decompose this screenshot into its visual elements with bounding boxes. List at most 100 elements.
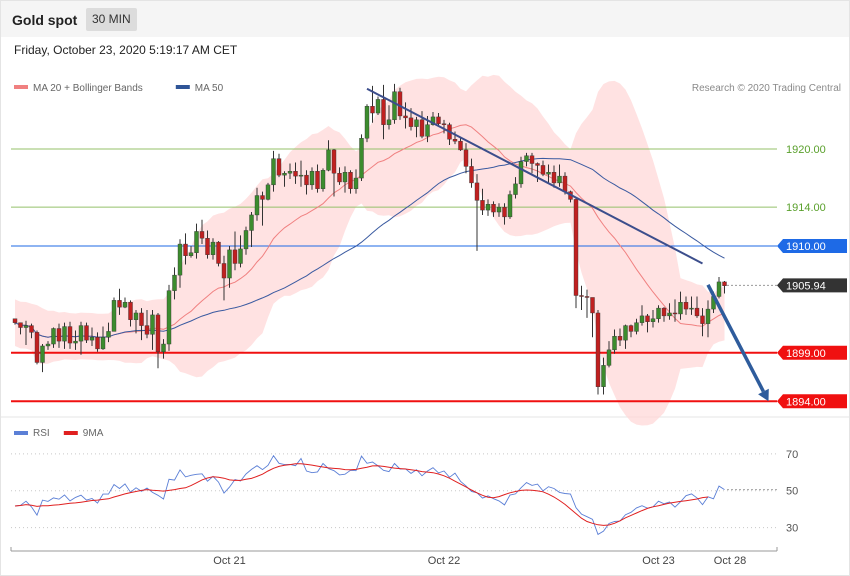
candle — [463, 143, 469, 174]
x-tick-label: Oct 23 — [642, 555, 674, 567]
candle — [606, 341, 612, 368]
rsi-legend-label: 9MA — [83, 428, 104, 439]
rsi-legend-swatch — [63, 431, 78, 435]
candle — [276, 153, 282, 178]
candle — [678, 291, 683, 320]
candle — [133, 310, 139, 334]
candle — [436, 113, 441, 127]
candle-body — [122, 302, 128, 308]
candle — [62, 322, 67, 349]
candle-body — [188, 252, 194, 256]
candle-body — [716, 281, 722, 297]
candle — [683, 296, 689, 315]
candle-body — [271, 158, 276, 186]
candle-body — [540, 165, 546, 175]
candle-body — [326, 149, 331, 171]
candle-body — [23, 325, 29, 328]
candle-body — [601, 365, 606, 387]
candle-body — [40, 345, 45, 363]
candle-body — [29, 325, 34, 333]
candle-body — [441, 123, 447, 125]
candle — [56, 323, 62, 348]
candle — [298, 160, 304, 187]
legend-label: MA 20 + Bollinger Bands — [33, 83, 143, 94]
candle — [359, 134, 364, 181]
candle — [199, 219, 205, 245]
rsi-tick-label: 30 — [786, 523, 798, 535]
candle-body — [419, 119, 425, 137]
candle-body — [320, 170, 326, 189]
instrument-title: Gold spot — [12, 12, 78, 28]
candle — [117, 288, 122, 315]
candle-body — [95, 337, 100, 350]
candle-body — [639, 315, 645, 323]
candle — [122, 297, 128, 309]
candle — [18, 322, 23, 335]
candle — [535, 162, 540, 182]
candle — [551, 165, 557, 188]
candle — [650, 310, 656, 328]
candle-body — [293, 171, 298, 177]
candle-body — [348, 172, 353, 189]
candle-body — [177, 243, 183, 276]
legend-swatch — [175, 85, 190, 89]
candle — [271, 150, 276, 192]
candle-body — [34, 332, 40, 363]
ma20-line — [14, 124, 725, 338]
candle — [254, 187, 260, 221]
candle-body — [298, 174, 304, 177]
candle — [326, 140, 331, 172]
candle — [458, 137, 463, 151]
candle-body — [507, 194, 513, 218]
candle — [111, 297, 117, 332]
candle — [672, 299, 678, 322]
candle — [623, 324, 628, 349]
candle — [386, 105, 392, 130]
candle-body — [683, 302, 689, 310]
candle — [320, 168, 326, 192]
candle — [106, 322, 111, 343]
legend-label: MA 50 — [195, 83, 224, 94]
candle-body — [645, 315, 650, 322]
candle-body — [117, 300, 122, 308]
candle-body — [480, 200, 485, 211]
level-tag — [777, 278, 847, 293]
candle — [414, 116, 419, 138]
candle-body — [573, 199, 579, 296]
candle — [51, 327, 56, 348]
timeframe-badge[interactable]: 30 MIN — [86, 8, 137, 31]
candle-body — [210, 241, 216, 255]
candle — [216, 241, 221, 267]
candle — [34, 330, 40, 365]
candle — [645, 313, 650, 333]
candle-body — [491, 204, 496, 213]
level-label: 1905.94 — [786, 280, 826, 292]
candle-body — [73, 340, 78, 344]
candle-body — [106, 331, 111, 338]
candle-body — [584, 296, 590, 298]
candle — [469, 158, 474, 188]
candle-body — [557, 175, 562, 184]
candle — [419, 111, 425, 139]
candle-body — [469, 166, 474, 184]
candle-body — [606, 349, 612, 366]
candle-body — [337, 173, 342, 183]
candle — [656, 305, 661, 323]
candle-body — [100, 337, 106, 350]
candle — [403, 102, 408, 129]
candle — [507, 190, 513, 219]
candle — [353, 169, 359, 194]
candle-body — [392, 91, 397, 121]
candle-body — [518, 161, 524, 185]
candle — [45, 341, 51, 350]
candle — [579, 285, 584, 311]
candle — [667, 303, 672, 320]
candle — [227, 246, 232, 288]
candle-body — [617, 336, 623, 341]
rsi-tick-label: 70 — [786, 449, 798, 461]
level-tag — [777, 239, 847, 253]
candle-body — [276, 158, 282, 176]
candle-body — [205, 238, 210, 255]
candle — [309, 167, 315, 190]
